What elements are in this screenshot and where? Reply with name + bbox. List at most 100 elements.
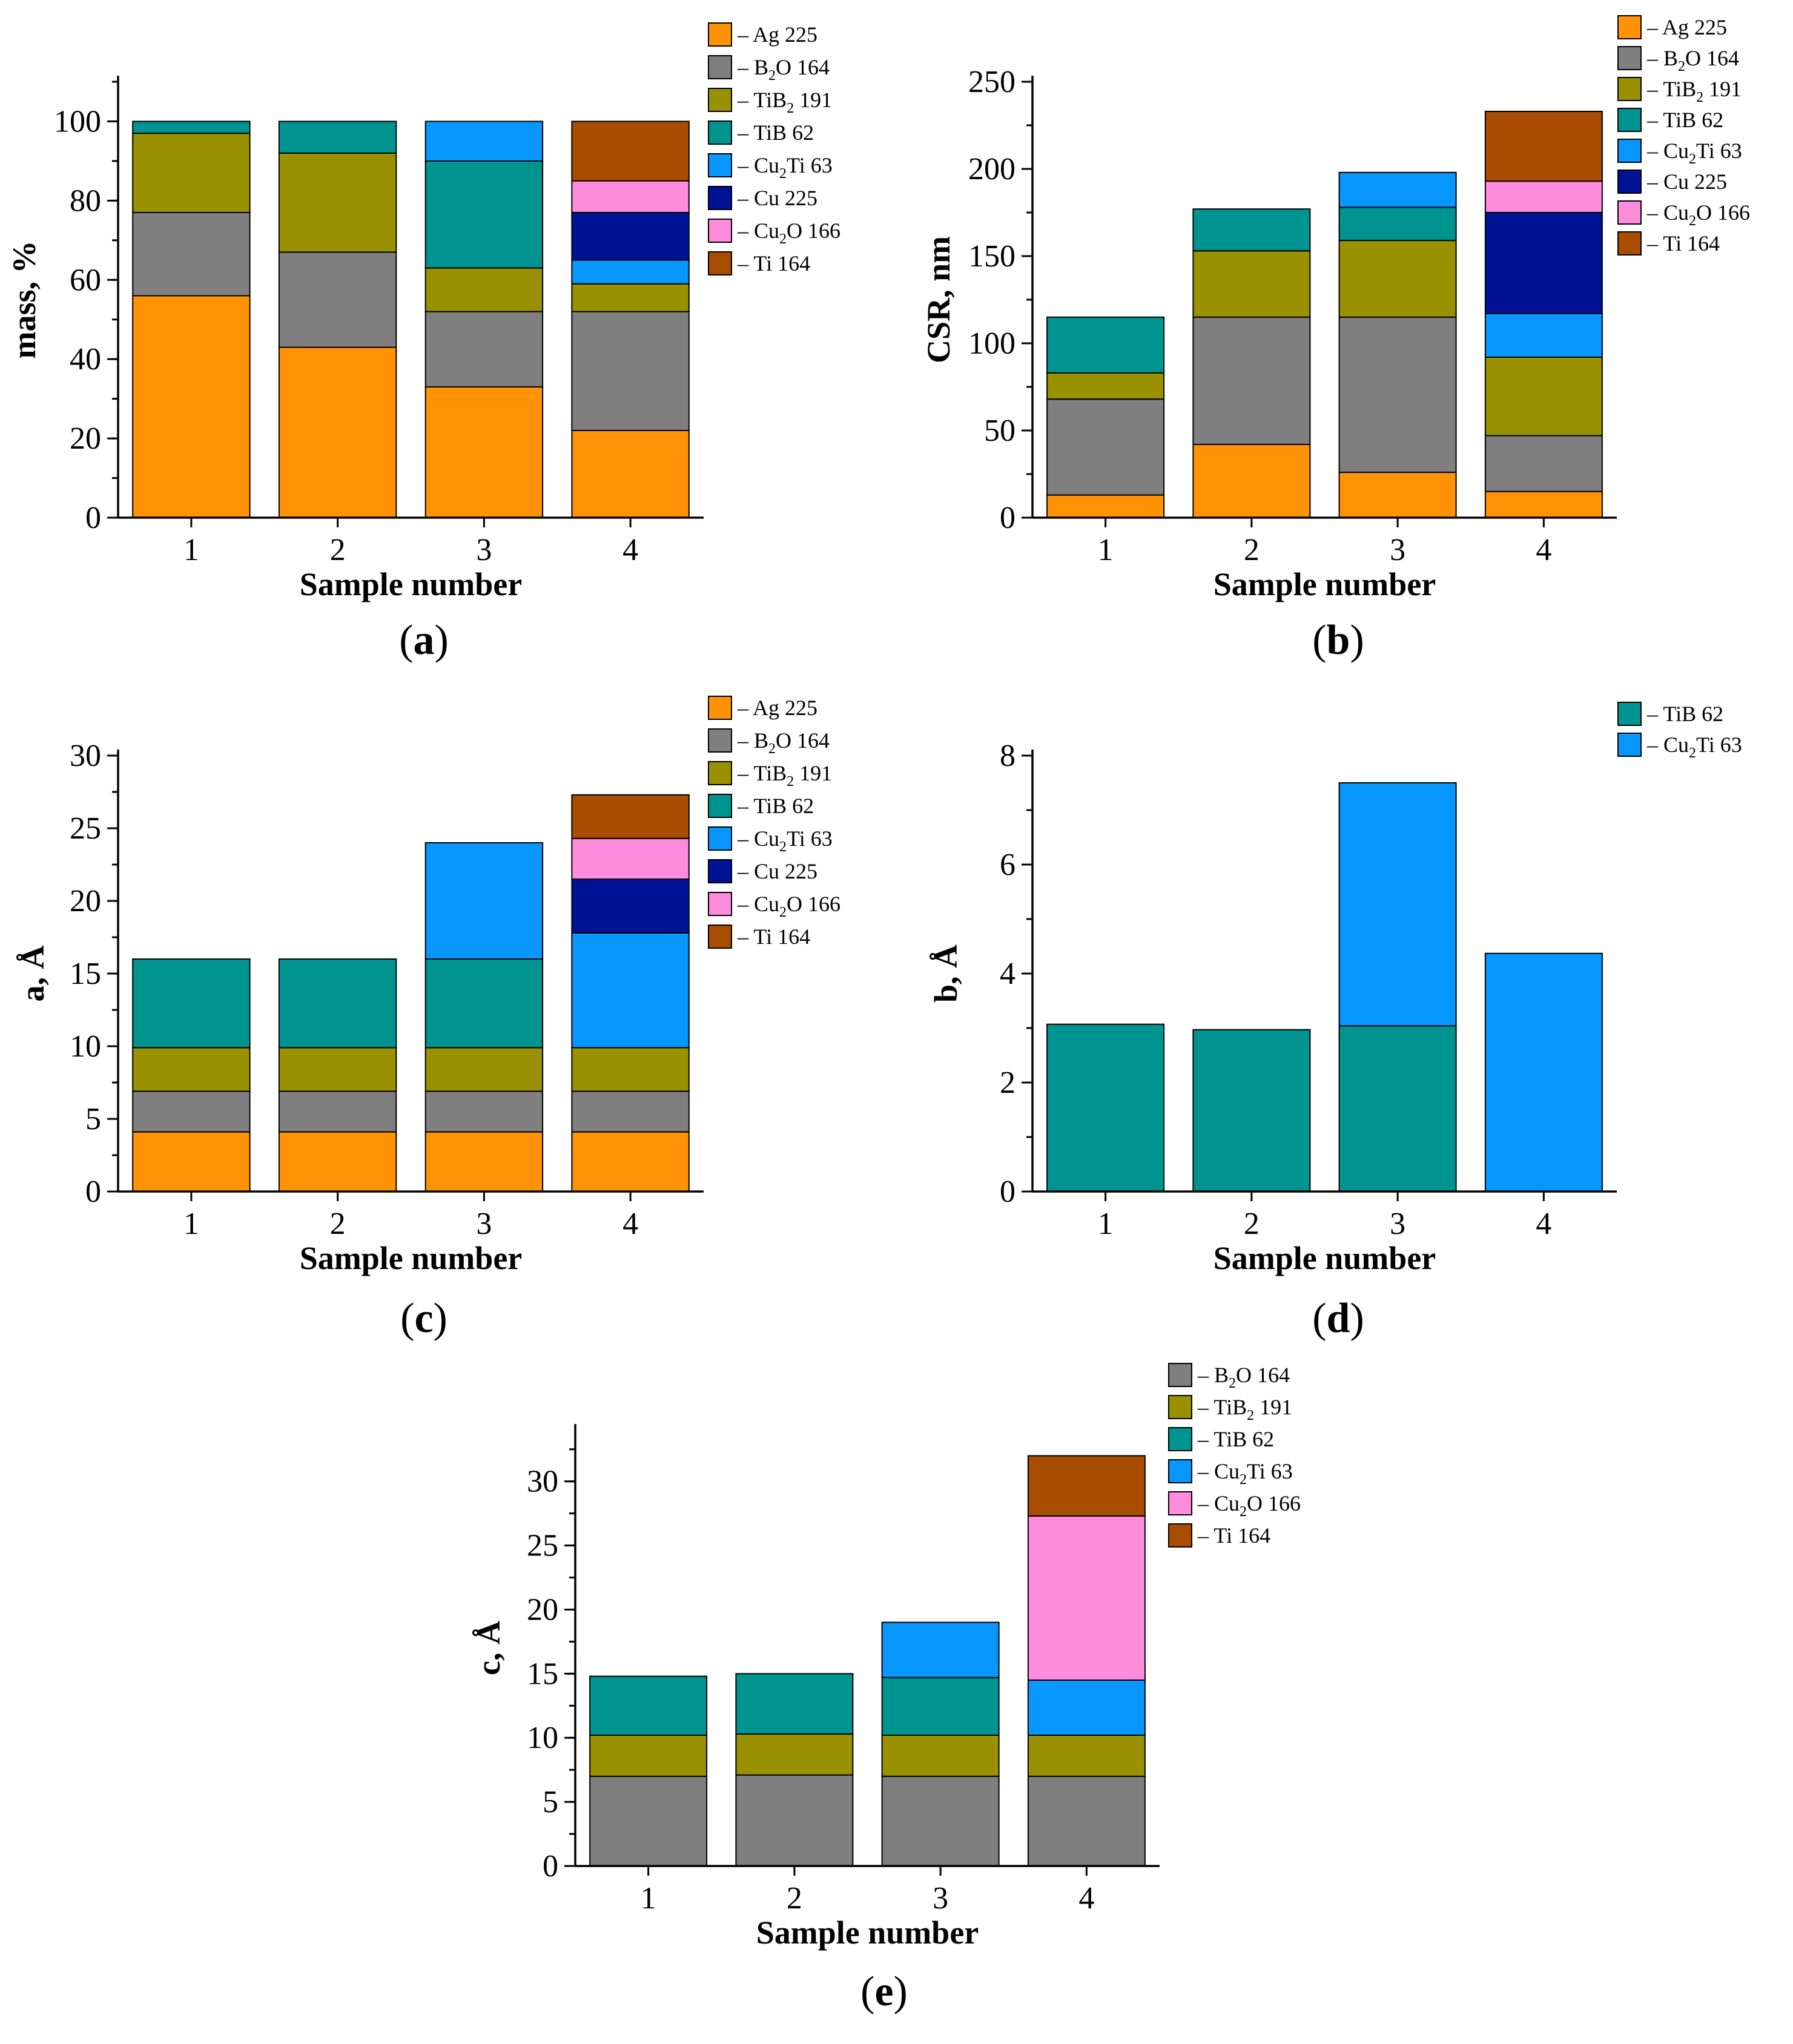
bar-e-sample-3-cu2ti-63	[881, 1621, 1000, 1678]
legend-swatch	[1168, 1459, 1192, 1483]
legend-swatch	[1617, 46, 1642, 70]
legend-label: – Cu2Ti 63	[1646, 733, 1742, 761]
legend-text-part: O 166	[1696, 200, 1750, 225]
caption-paren: )	[894, 1968, 908, 2015]
panel-caption: (e)	[860, 1968, 908, 2015]
bar-e-sample-3-tib2-191	[881, 1735, 1000, 1777]
legend-swatch	[1617, 139, 1642, 163]
bar-e-sample-4-tib2-191	[1027, 1735, 1146, 1777]
x-tick-label: 1	[183, 533, 199, 567]
x-tick-label: 2	[787, 1881, 802, 1916]
bar-a-sample-4-b2o-164	[571, 311, 690, 431]
legend-label: – TiB 62	[737, 794, 814, 818]
caption-paren: )	[1350, 617, 1364, 664]
legend-label: – TiB2 191	[737, 761, 832, 790]
panel-caption: (a)	[399, 617, 449, 664]
bar-b-sample-4-cu2o-166	[1484, 180, 1603, 214]
bar-d-sample-1-tib-62	[1046, 1023, 1165, 1192]
bar-b-sample-2-b2o-164	[1192, 316, 1311, 445]
legend-swatch	[1168, 1523, 1192, 1548]
x-axis-title: Sample number	[300, 566, 523, 602]
legend-text-part: – TiB 62	[1646, 108, 1723, 132]
caption-paren: (	[399, 617, 413, 664]
legend-subscript: 2	[1229, 1376, 1236, 1391]
legend-swatch	[708, 251, 732, 275]
legend-swatch	[1617, 108, 1642, 132]
bar-c-sample-4-cu-225	[571, 879, 690, 934]
x-tick-label: 1	[641, 1881, 656, 1916]
legend-subscript: 2	[1240, 1504, 1247, 1520]
caption-letter: c	[414, 1295, 433, 1342]
x-tick-label: 2	[1244, 1207, 1260, 1241]
bar-d-sample-3-tib-62	[1338, 1025, 1457, 1193]
bar-a-sample-3-b2o-164	[424, 311, 544, 387]
y-tick-label: 150	[968, 239, 1015, 274]
x-tick-label: 1	[183, 1207, 199, 1241]
legend-swatch	[708, 55, 732, 79]
legend-text-part: – Cu	[1197, 1459, 1240, 1483]
legend-subscript: 2	[787, 101, 794, 116]
legend-label: – TiB2 191	[1197, 1395, 1292, 1423]
legend-label: – B2O 164	[737, 728, 830, 757]
legend-text-part: – Cu 225	[1646, 170, 1727, 194]
bar-a-sample-3-cu2ti-63	[424, 120, 544, 162]
y-tick-label: 2	[1000, 1066, 1015, 1100]
legend-text-part: – Cu 225	[737, 859, 817, 883]
panel-b: 0 50 100 150 200 250 1 2 3 4 Sample number CSR, nm –…	[920, 15, 1750, 664]
y-tick-label: 0	[543, 1849, 558, 1884]
bar-b-sample-4-ag-225	[1484, 490, 1603, 518]
x-tick-label: 4	[1536, 1207, 1551, 1241]
caption-paren: (	[400, 1295, 414, 1342]
x-tick-label: 3	[476, 533, 492, 567]
bar-c-sample-1-tib2-191	[132, 1047, 251, 1092]
legend-swatch	[1168, 1427, 1192, 1451]
legend-subscript: 2	[1240, 1472, 1247, 1488]
bar-e-sample-4-b2o-164	[1027, 1775, 1146, 1867]
legend-swatch	[708, 826, 732, 851]
bar-b-sample-1-tib2-191	[1046, 372, 1165, 400]
bar-b-sample-4-cu-225	[1484, 212, 1603, 314]
legend-label: – TiB 62	[1197, 1427, 1274, 1451]
bar-e-sample-1-tib2-191	[589, 1735, 708, 1777]
legend-text-part: – TiB	[1646, 77, 1696, 101]
legend-swatch	[708, 22, 732, 47]
legend-subscript: 2	[1689, 151, 1696, 167]
y-tick-label: 6	[1000, 848, 1015, 882]
bar-a-sample-4-tib2-191	[571, 283, 690, 312]
legend-label: – B2O 164	[737, 55, 830, 84]
legend-text-part: O 166	[787, 219, 840, 243]
legend-text-part: 191	[794, 761, 832, 785]
legend-swatch	[708, 859, 732, 883]
legend-text-part: 191	[1703, 77, 1742, 101]
legend-text-part: – TiB 62	[737, 120, 814, 145]
legend-label: – TiB 62	[1646, 108, 1723, 132]
bar-c-sample-3-tib-62	[424, 958, 544, 1049]
legend-label: – Cu 225	[1646, 170, 1727, 194]
legend-label: – Cu2O 166	[737, 892, 840, 920]
y-tick-label: 200	[968, 152, 1015, 186]
legend-label: – Ti 164	[737, 251, 810, 275]
caption-paren: (	[860, 1968, 874, 2015]
panel-c: 0 5 10 15 20 25 30 1 2 3 4 Sample number a, Å – Ag 22…	[15, 696, 840, 1342]
legend-text-part: – Cu	[737, 826, 779, 851]
y-tick-label: 30	[70, 739, 101, 773]
x-axis-title: Sample number	[1213, 1240, 1436, 1276]
x-tick-label: 1	[1098, 1207, 1114, 1241]
legend-text-part: Ti 63	[1696, 139, 1742, 163]
y-tick-label: 10	[70, 1029, 101, 1064]
legend-text-part: – B	[1197, 1363, 1229, 1387]
legend-text-part: Ti 63	[787, 826, 833, 851]
legend-text-part: – Cu	[1646, 139, 1689, 163]
bar-b-sample-3-tib-62	[1338, 206, 1457, 242]
legend-label: – Cu2O 166	[1646, 200, 1750, 229]
x-tick-label: 4	[1536, 533, 1551, 567]
legend-text-part: O 166	[787, 892, 840, 916]
legend-text-part: – B	[737, 55, 768, 79]
x-tick-label: 3	[476, 1207, 492, 1241]
legend-text-part: – TiB	[737, 761, 787, 785]
legend-text-part: – Cu	[737, 153, 779, 177]
legend-subscript: 2	[1696, 90, 1703, 105]
bar-c-sample-4-ag-225	[571, 1131, 690, 1192]
